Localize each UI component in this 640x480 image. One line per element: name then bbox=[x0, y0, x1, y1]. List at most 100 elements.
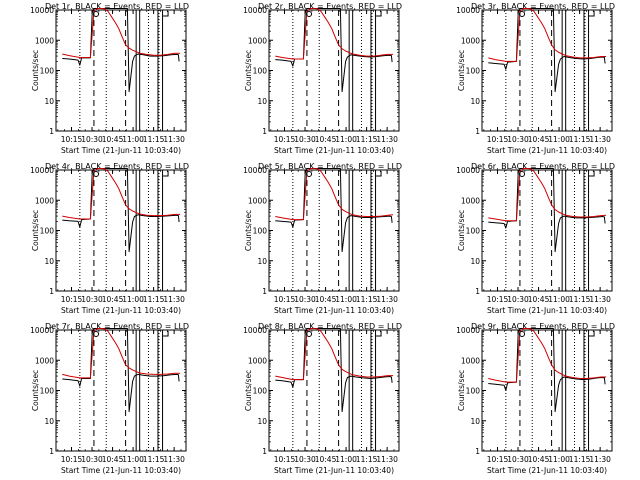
y-tick-label: 100 bbox=[466, 387, 481, 396]
y-tick-label: 1000 bbox=[35, 36, 54, 45]
x-tick-label: 11:00 bbox=[335, 295, 357, 304]
x-tick-label: 11:30 bbox=[376, 455, 398, 464]
x-tick-label: 11:15 bbox=[143, 455, 165, 464]
y-tick-label: 10 bbox=[44, 417, 54, 426]
plot-frame bbox=[55, 9, 187, 132]
y-tick-label: 10 bbox=[470, 257, 480, 266]
x-tick-label: 10:45 bbox=[315, 295, 337, 304]
chart-svg: Det 1r, BLACK = Events, RED = LLD 1 10 100 1… bbox=[30, 2, 189, 155]
plot-frame bbox=[268, 9, 400, 132]
x-axis-label: Start Time (21-Jun-11 10:03:40) bbox=[61, 146, 181, 155]
x-tick-label: 10:30 bbox=[507, 135, 529, 144]
lld-series-line bbox=[488, 8, 607, 62]
y-tick-label: 1000 bbox=[248, 356, 267, 365]
y-tick-label: 10 bbox=[470, 417, 480, 426]
y-tick-label: 10000 bbox=[30, 166, 54, 175]
y-tick-label: 100 bbox=[253, 387, 268, 396]
x-tick-label: 11:30 bbox=[163, 455, 185, 464]
lld-series-line bbox=[275, 328, 394, 381]
y-axis-label: Counts/sec bbox=[31, 210, 40, 251]
y-tick-label: 1000 bbox=[248, 196, 267, 205]
start-marker bbox=[306, 331, 313, 337]
x-tick-label: 11:00 bbox=[548, 455, 570, 464]
lld-series-line bbox=[275, 8, 394, 60]
y-tick-label: 100 bbox=[466, 227, 481, 236]
x-tick-label: 11:00 bbox=[335, 135, 357, 144]
y-tick-label: 10000 bbox=[456, 6, 480, 15]
plot-frame bbox=[268, 169, 400, 292]
x-tick-label: 11:00 bbox=[122, 135, 144, 144]
x-tick-label: 11:30 bbox=[376, 135, 398, 144]
start-marker bbox=[306, 11, 313, 17]
chart-title: Det 7r, BLACK = Events, RED = LLD bbox=[45, 322, 189, 331]
lld-series-line bbox=[275, 168, 394, 221]
x-axis-label: Start Time (21-Jun-11 10:03:40) bbox=[487, 466, 607, 475]
events-series-line bbox=[62, 8, 180, 93]
end-marker bbox=[163, 11, 169, 17]
start-marker bbox=[93, 331, 100, 337]
events-series-line bbox=[275, 8, 393, 93]
chart-title: Det 9r, BLACK = Events, RED = LLD bbox=[471, 322, 615, 331]
y-tick-label: 1 bbox=[49, 127, 54, 136]
end-marker bbox=[376, 11, 382, 17]
chart-svg: Det 4r, BLACK = Events, RED = LLD 1 10 100 1… bbox=[30, 162, 189, 315]
detector-panel: Det 7r, BLACK = Events, RED = LLD 1 10 100 1… bbox=[0, 320, 213, 480]
y-tick-label: 1 bbox=[49, 287, 54, 296]
end-marker bbox=[589, 331, 595, 337]
y-tick-label: 1000 bbox=[461, 36, 480, 45]
y-axis-label: Counts/sec bbox=[244, 50, 253, 91]
events-series-line bbox=[488, 328, 606, 413]
end-marker bbox=[376, 331, 382, 337]
x-tick-label: 10:30 bbox=[81, 135, 103, 144]
x-tick-label: 11:15 bbox=[356, 295, 378, 304]
x-tick-label: 10:15 bbox=[61, 135, 83, 144]
y-tick-label: 10000 bbox=[30, 326, 54, 335]
y-tick-label: 1000 bbox=[461, 356, 480, 365]
y-tick-label: 1 bbox=[475, 127, 480, 136]
x-tick-label: 11:30 bbox=[589, 295, 611, 304]
lld-series-line bbox=[62, 168, 181, 220]
plot-frame bbox=[481, 169, 613, 292]
x-tick-label: 10:30 bbox=[507, 455, 529, 464]
start-marker bbox=[519, 11, 526, 17]
end-marker bbox=[163, 331, 169, 337]
x-axis-label: Start Time (21-Jun-11 10:03:40) bbox=[274, 146, 394, 155]
detector-panel: Det 2r, BLACK = Events, RED = LLD 1 10 100 1… bbox=[213, 0, 426, 160]
x-tick-label: 11:00 bbox=[548, 295, 570, 304]
x-tick-label: 10:30 bbox=[507, 295, 529, 304]
detector-panel: Det 5r, BLACK = Events, RED = LLD 1 10 100 1… bbox=[213, 160, 426, 320]
chart-svg: Det 5r, BLACK = Events, RED = LLD 1 10 100 1… bbox=[243, 162, 402, 315]
lld-series-line bbox=[488, 168, 607, 222]
plot-frame bbox=[481, 9, 613, 132]
y-tick-label: 10 bbox=[257, 97, 267, 106]
y-tick-label: 10 bbox=[44, 257, 54, 266]
y-tick-label: 100 bbox=[40, 67, 55, 76]
x-tick-label: 10:30 bbox=[294, 455, 316, 464]
chart-title: Det 3r, BLACK = Events, RED = LLD bbox=[471, 2, 615, 11]
x-tick-label: 10:15 bbox=[487, 295, 509, 304]
detector-panel: Det 8r, BLACK = Events, RED = LLD 1 10 100 1… bbox=[213, 320, 426, 480]
detector-panel: Det 4r, BLACK = Events, RED = LLD 1 10 100 1… bbox=[0, 160, 213, 320]
chart-svg: Det 6r, BLACK = Events, RED = LLD 1 10 100 1… bbox=[456, 162, 615, 315]
x-tick-label: 10:45 bbox=[528, 455, 550, 464]
x-tick-label: 10:45 bbox=[102, 135, 124, 144]
chart-title: Det 4r, BLACK = Events, RED = LLD bbox=[45, 162, 189, 171]
y-tick-label: 100 bbox=[40, 387, 55, 396]
x-tick-label: 11:15 bbox=[143, 135, 165, 144]
y-axis-label: Counts/sec bbox=[31, 50, 40, 91]
chart-svg: Det 9r, BLACK = Events, RED = LLD 1 10 100 1… bbox=[456, 322, 615, 475]
y-tick-label: 100 bbox=[40, 227, 55, 236]
chart-title: Det 8r, BLACK = Events, RED = LLD bbox=[258, 322, 402, 331]
y-tick-label: 1000 bbox=[35, 196, 54, 205]
chart-svg: Det 7r, BLACK = Events, RED = LLD 1 10 100 1… bbox=[30, 322, 189, 475]
x-tick-label: 10:30 bbox=[294, 135, 316, 144]
y-tick-label: 10 bbox=[470, 97, 480, 106]
y-tick-label: 10 bbox=[257, 257, 267, 266]
x-axis-label: Start Time (21-Jun-11 10:03:40) bbox=[274, 306, 394, 315]
x-axis-label: Start Time (21-Jun-11 10:03:40) bbox=[61, 466, 181, 475]
plot-frame bbox=[481, 329, 613, 452]
x-tick-label: 11:15 bbox=[356, 455, 378, 464]
chart-svg: Det 2r, BLACK = Events, RED = LLD 1 10 100 1… bbox=[243, 2, 402, 155]
y-tick-label: 100 bbox=[253, 67, 268, 76]
y-tick-label: 1 bbox=[262, 287, 267, 296]
